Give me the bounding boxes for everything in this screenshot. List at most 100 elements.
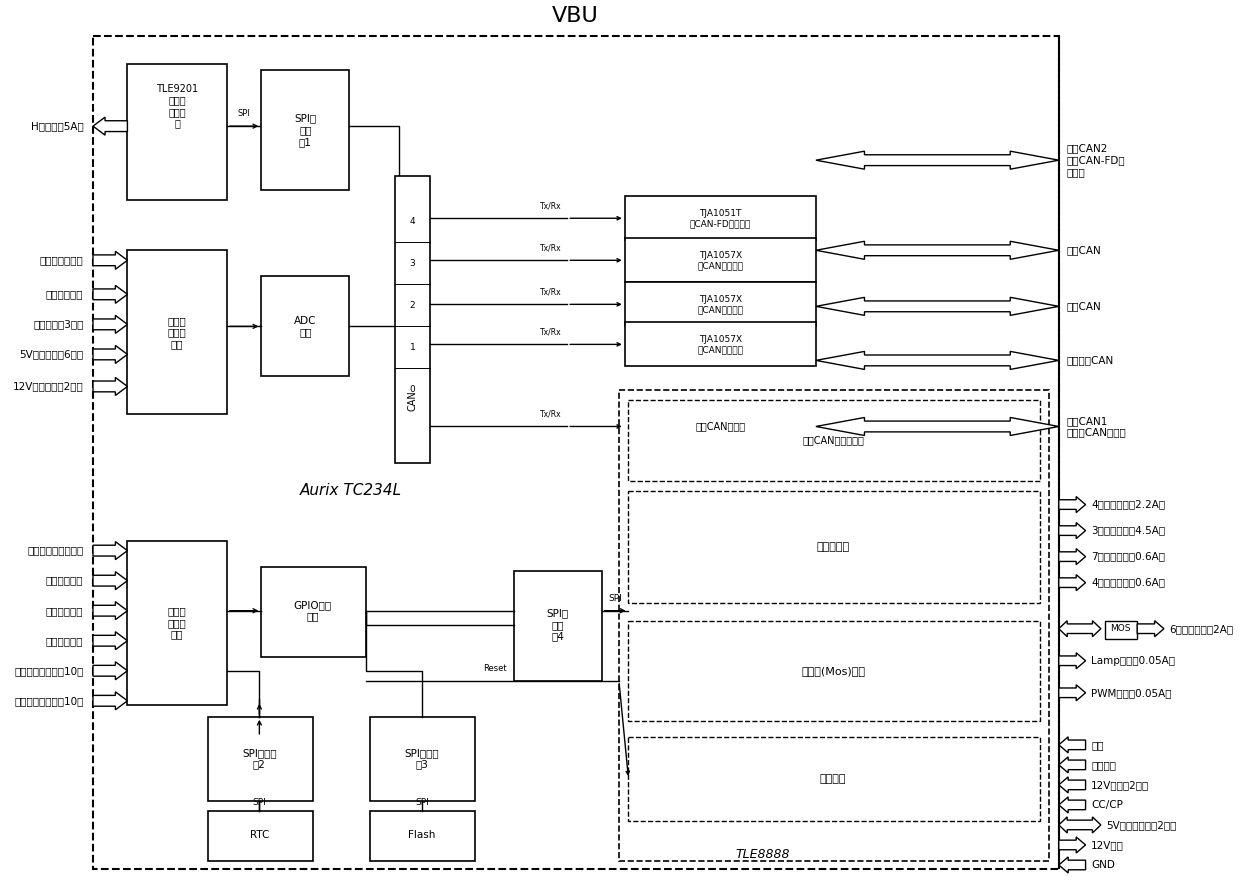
Text: Tx/Rx: Tx/Rx [539, 288, 562, 296]
Text: 4路低边驱动（2.2A）: 4路低边驱动（2.2A） [1091, 499, 1166, 510]
Text: GPIO驱动
模块: GPIO驱动 模块 [294, 600, 332, 621]
Polygon shape [1059, 522, 1085, 539]
Bar [208, 811, 312, 861]
Text: 5V电压采集（6路）: 5V电压采集（6路） [20, 350, 83, 359]
Text: 踏板信号采集: 踏板信号采集 [46, 289, 83, 299]
Text: 电池内网CAN: 电池内网CAN [1066, 356, 1114, 366]
Text: 三极管(Mos)驱动: 三极管(Mos)驱动 [801, 666, 866, 676]
Text: 7路低边驱动（0.6A）: 7路低边驱动（0.6A） [1091, 551, 1166, 562]
Text: 12V电压采集（2路）: 12V电压采集（2路） [12, 381, 83, 391]
Text: 4路半桥驱动（0.6A）: 4路半桥驱动（0.6A） [1091, 578, 1166, 588]
Text: TJA1051T
（CAN-FD收发器）: TJA1051T （CAN-FD收发器） [689, 209, 751, 228]
Polygon shape [93, 662, 128, 680]
Text: 档位信号采集: 档位信号采集 [46, 635, 83, 646]
Text: ADC
模块: ADC 模块 [294, 316, 316, 337]
Text: CAN: CAN [408, 390, 418, 411]
Text: TJA1057X
（CAN收发器）: TJA1057X （CAN收发器） [697, 250, 743, 270]
Text: 常电: 常电 [1091, 740, 1104, 750]
Text: 继电器驱动: 继电器驱动 [817, 542, 849, 551]
Polygon shape [93, 285, 128, 304]
Polygon shape [1059, 817, 1101, 833]
Text: 12V激活（2路）: 12V激活（2路） [1091, 780, 1149, 790]
Polygon shape [1059, 737, 1085, 753]
Text: Flash: Flash [408, 830, 435, 840]
Polygon shape [93, 692, 128, 710]
Polygon shape [1059, 796, 1085, 813]
Text: 充电信号采集: 充电信号采集 [46, 605, 83, 616]
Bar [629, 737, 1039, 821]
Text: SPI: SPI [415, 798, 429, 807]
Text: SPI: SPI [253, 798, 267, 807]
Polygon shape [93, 345, 128, 364]
Polygon shape [816, 151, 1059, 169]
Bar [128, 64, 227, 200]
Text: 电源处理: 电源处理 [820, 773, 847, 784]
Polygon shape [1059, 574, 1085, 590]
Text: 内置CAN收发器: 内置CAN收发器 [696, 421, 745, 432]
Polygon shape [93, 117, 128, 135]
Polygon shape [1059, 620, 1101, 636]
Polygon shape [1059, 653, 1085, 669]
Polygon shape [1059, 857, 1085, 873]
Bar [262, 566, 367, 657]
Bar [629, 400, 1039, 481]
Bar [629, 620, 1039, 720]
Text: GND: GND [1091, 860, 1115, 870]
Text: 动力CAN: 动力CAN [1066, 245, 1101, 255]
Polygon shape [816, 242, 1059, 259]
Polygon shape [1059, 549, 1085, 565]
Polygon shape [1059, 777, 1085, 793]
Text: Tx/Rx: Tx/Rx [539, 327, 562, 336]
Text: CC/CP: CC/CP [1091, 800, 1123, 810]
Text: VBU: VBU [552, 6, 599, 26]
Text: 整车CAN1
（支持CAN激活）: 整车CAN1 （支持CAN激活） [1066, 416, 1126, 437]
Bar [513, 571, 601, 681]
Text: TLE8888: TLE8888 [735, 849, 790, 861]
Polygon shape [93, 572, 128, 589]
Text: 0: 0 [409, 385, 415, 394]
Text: SPI驱动模
块2: SPI驱动模 块2 [242, 748, 277, 770]
Text: 充电枪脉冲信号采集: 充电枪脉冲信号采集 [27, 546, 83, 556]
Text: 低有效输入采集（10）: 低有效输入采集（10） [14, 696, 83, 706]
Text: Lamp输出（0.05A）: Lamp输出（0.05A） [1091, 656, 1176, 666]
Text: SPI驱
动模
块1: SPI驱 动模 块1 [294, 113, 316, 147]
Text: Tx/Rx: Tx/Rx [539, 243, 562, 252]
Text: PWM输出（0.05A）: PWM输出（0.05A） [1091, 688, 1172, 697]
Text: 充电枪连接信号: 充电枪连接信号 [40, 255, 83, 266]
Bar [625, 322, 816, 366]
Polygon shape [816, 418, 1059, 435]
Polygon shape [93, 602, 128, 620]
Text: H桥驱动（5A）: H桥驱动（5A） [31, 121, 83, 131]
Text: 3: 3 [409, 258, 415, 268]
Text: 钥匙信号: 钥匙信号 [1091, 760, 1116, 770]
Text: 钥匙信号采集: 钥匙信号采集 [46, 575, 83, 586]
Text: Tx/Rx: Tx/Rx [539, 201, 562, 211]
Polygon shape [1059, 685, 1085, 701]
Text: 内置CAN收发器区域: 内置CAN收发器区域 [802, 435, 864, 445]
Text: Reset: Reset [482, 664, 506, 673]
Bar [625, 238, 816, 282]
Text: 整车CAN2
支持CAN-FD，
预留）: 整车CAN2 支持CAN-FD， 预留） [1066, 143, 1125, 177]
Polygon shape [1059, 837, 1085, 853]
Bar [625, 282, 816, 327]
Text: 12V输出: 12V输出 [1091, 840, 1125, 850]
Bar [128, 541, 227, 704]
Polygon shape [1059, 496, 1085, 512]
Text: 6路低边驱动（2A）: 6路低边驱动（2A） [1169, 624, 1234, 634]
Bar [262, 276, 350, 376]
Bar [625, 398, 816, 450]
Bar [619, 390, 1049, 861]
Text: TLE9201
电子锁
驱动芯
片: TLE9201 电子锁 驱动芯 片 [156, 84, 198, 128]
Bar [371, 717, 475, 801]
Text: 5V传感器输出（2路）: 5V传感器输出（2路） [1106, 820, 1177, 830]
Text: 模拟信
号调理
电路: 模拟信 号调理 电路 [167, 316, 186, 349]
Text: SPI: SPI [238, 109, 250, 118]
Polygon shape [93, 632, 128, 650]
Polygon shape [1059, 757, 1085, 773]
Text: TJA1057X
（CAN收发器）: TJA1057X （CAN收发器） [697, 295, 743, 314]
Bar [262, 70, 350, 190]
Bar [371, 811, 475, 861]
Bar [1105, 620, 1137, 639]
Polygon shape [93, 542, 128, 559]
Text: RTC: RTC [249, 830, 269, 840]
